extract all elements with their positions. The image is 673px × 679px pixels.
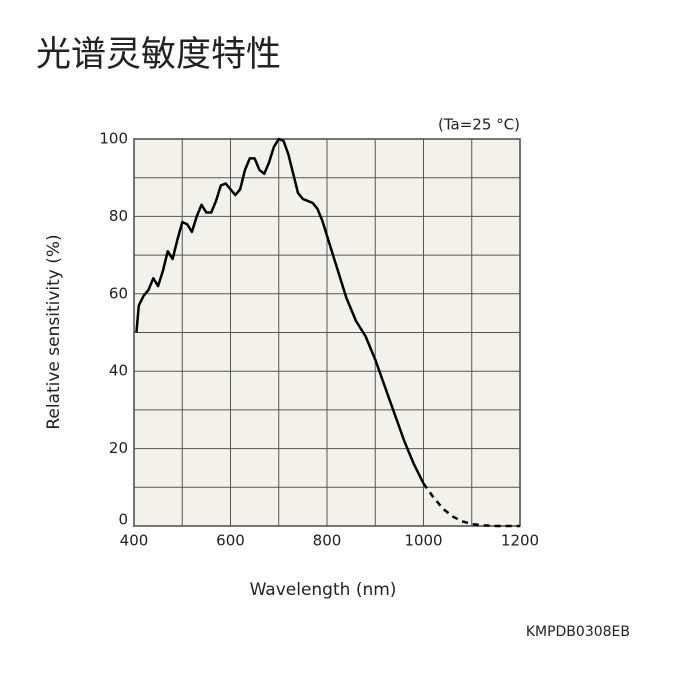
x-tick-label: 600 [216, 532, 245, 550]
x-tick-label: 800 [313, 532, 342, 550]
figure-code: KMPDB0308EB [526, 624, 630, 640]
annotation: (Ta=25 °C) [438, 116, 520, 134]
y-tick-label: 20 [109, 439, 128, 457]
y-tick-label: 40 [109, 362, 128, 380]
x-tick-label: 1200 [501, 532, 539, 550]
x-tick-label: 1000 [404, 532, 442, 550]
y-tick-label: 0 [118, 511, 128, 529]
y-tick-label: 80 [109, 207, 128, 225]
y-tick-label: 60 [109, 284, 128, 302]
y-axis-label: Relative sensitivity (%) [44, 234, 64, 429]
curve [135, 137, 425, 484]
chart-title: 光谱灵敏度特性 [36, 35, 281, 75]
x-tick-label: 400 [120, 532, 149, 550]
x-axis-label: Wavelength (nm) [250, 580, 397, 600]
y-tick-label: 100 [99, 130, 128, 148]
